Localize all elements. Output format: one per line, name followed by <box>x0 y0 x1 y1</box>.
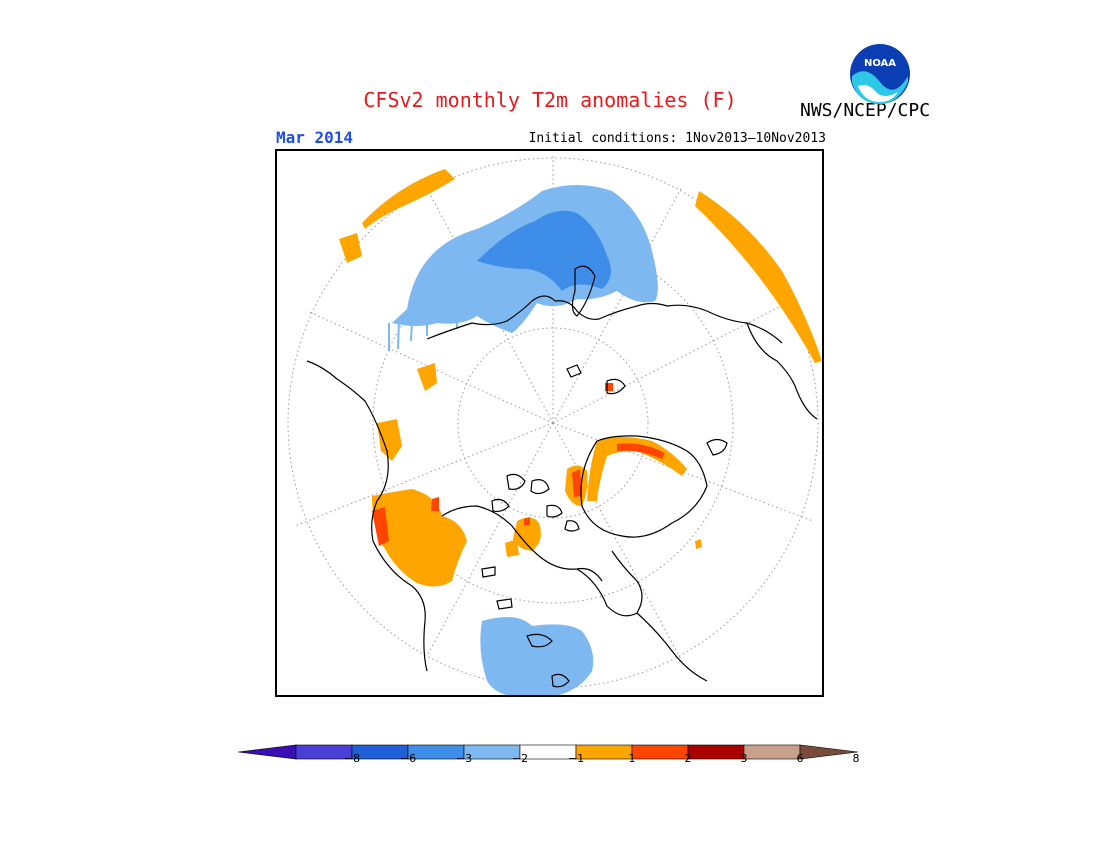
colorbar-swatch <box>575 744 633 760</box>
noaa-logo-icon: NOAA <box>848 42 912 106</box>
anomaly-map <box>275 149 824 697</box>
coastlines <box>306 265 818 688</box>
colorbar-tick-label: −8 <box>343 752 361 765</box>
colorbar-lower-arrow <box>238 744 297 760</box>
initial-conditions: Initial conditions: 1Nov2013–10Nov2013 <box>528 131 826 146</box>
cold-anomaly-siberia <box>388 185 658 351</box>
colorbar-tick-label: 3 <box>740 752 748 765</box>
color-scale-bar <box>238 744 859 760</box>
graticule <box>287 156 819 689</box>
colorbar-tick-label: −1 <box>567 752 585 765</box>
colorbar-tick-label: 8 <box>852 752 860 765</box>
colorbar-swatch <box>631 744 689 760</box>
colorbar-tick-label: 2 <box>684 752 692 765</box>
map-title: CFSv2 monthly T2m anomalies (F) <box>363 88 737 112</box>
forecast-month: Mar 2014 <box>276 128 354 147</box>
colorbar-tick-label: −3 <box>455 752 473 765</box>
colorbar-swatch <box>687 744 745 760</box>
colorbar-tick-label: 6 <box>796 752 804 765</box>
agency-label: NWS/NCEP/CPC <box>800 100 931 121</box>
colorbar-upper-arrow <box>799 744 859 760</box>
logo-text: NOAA <box>864 58 896 69</box>
colorbar-tick-label: 1 <box>628 752 636 765</box>
cold-anomaly-atlantic <box>480 617 594 695</box>
colorbar-swatch <box>743 744 801 760</box>
colorbar-tick-label: −6 <box>399 752 417 765</box>
colorbar-tick-label: −2 <box>511 752 529 765</box>
